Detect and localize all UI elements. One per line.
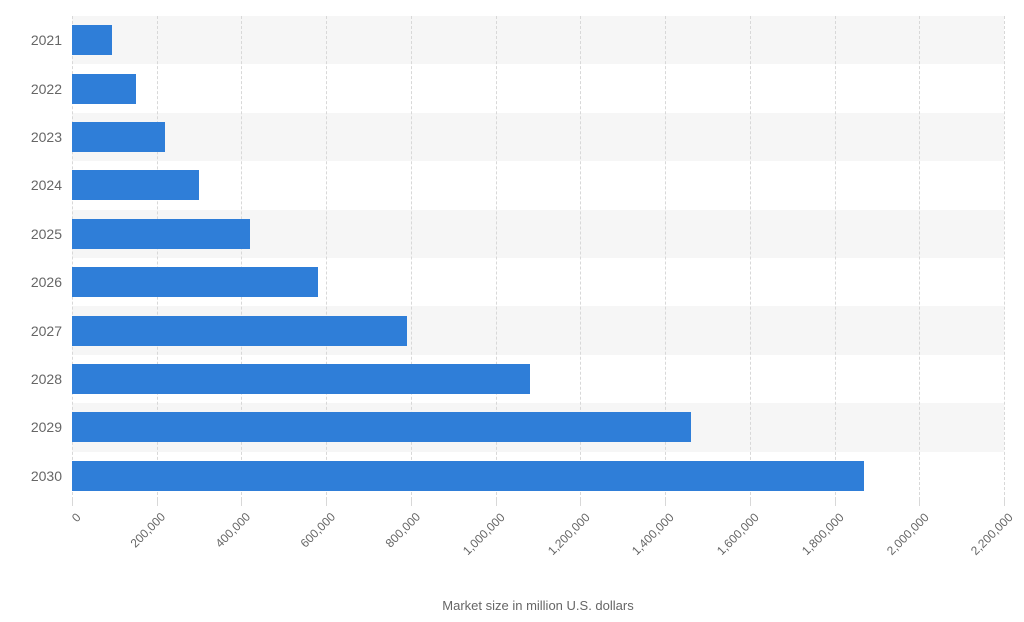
x-tick-label: 800,000 — [380, 510, 423, 553]
x-gridline — [1004, 16, 1005, 500]
row-band — [72, 161, 1004, 209]
x-tick — [750, 500, 751, 506]
x-tick — [580, 500, 581, 506]
y-tick-label: 2025 — [31, 226, 62, 242]
bar[interactable] — [72, 364, 530, 394]
x-tick — [919, 500, 920, 506]
plot-area — [72, 16, 1004, 500]
y-tick-label: 2030 — [31, 468, 62, 484]
x-tick-label: 400,000 — [210, 510, 253, 553]
row-band — [72, 64, 1004, 112]
x-tick — [326, 500, 327, 506]
x-tick-label: 600,000 — [295, 510, 338, 553]
y-tick-label: 2028 — [31, 371, 62, 387]
x-gridline — [919, 16, 920, 500]
y-tick-label: 2023 — [31, 129, 62, 145]
bar[interactable] — [72, 170, 199, 200]
x-axis-title: Market size in million U.S. dollars — [72, 598, 1004, 613]
x-tick — [411, 500, 412, 506]
bar[interactable] — [72, 74, 136, 104]
y-tick-label: 2029 — [31, 419, 62, 435]
x-gridline — [835, 16, 836, 500]
x-tick — [72, 500, 73, 506]
bar[interactable] — [72, 25, 112, 55]
x-tick-label: 1,200,000 — [540, 510, 593, 563]
x-tick-label: 2,200,000 — [963, 510, 1016, 563]
y-tick-label: 2021 — [31, 32, 62, 48]
y-tick-label: 2027 — [31, 323, 62, 339]
bar[interactable] — [72, 122, 165, 152]
x-tick — [1004, 500, 1005, 506]
x-tick-label: 1,800,000 — [794, 510, 847, 563]
bar[interactable] — [72, 219, 250, 249]
x-tick — [835, 500, 836, 506]
bar[interactable] — [72, 412, 691, 442]
row-band — [72, 113, 1004, 161]
x-tick-label: 1,600,000 — [709, 510, 762, 563]
bar[interactable] — [72, 316, 407, 346]
x-tick — [157, 500, 158, 506]
x-tick — [496, 500, 497, 506]
x-tick-label: 200,000 — [125, 510, 168, 553]
market-size-bar-chart: 0 200,000 400,000 600,000 800,000 1,000,000 1,… — [0, 0, 1024, 622]
row-band — [72, 16, 1004, 64]
bar[interactable] — [72, 267, 318, 297]
x-tick-label: 2,000,000 — [879, 510, 932, 563]
bar[interactable] — [72, 461, 864, 491]
x-tick — [241, 500, 242, 506]
x-tick-label: 1,400,000 — [624, 510, 677, 563]
y-tick-label: 2022 — [31, 81, 62, 97]
x-tick-label: 1,000,000 — [455, 510, 508, 563]
y-tick-label: 2026 — [31, 274, 62, 290]
y-tick-label: 2024 — [31, 177, 62, 193]
x-tick — [665, 500, 666, 506]
x-gridline — [750, 16, 751, 500]
x-tick-label: 0 — [69, 510, 84, 525]
